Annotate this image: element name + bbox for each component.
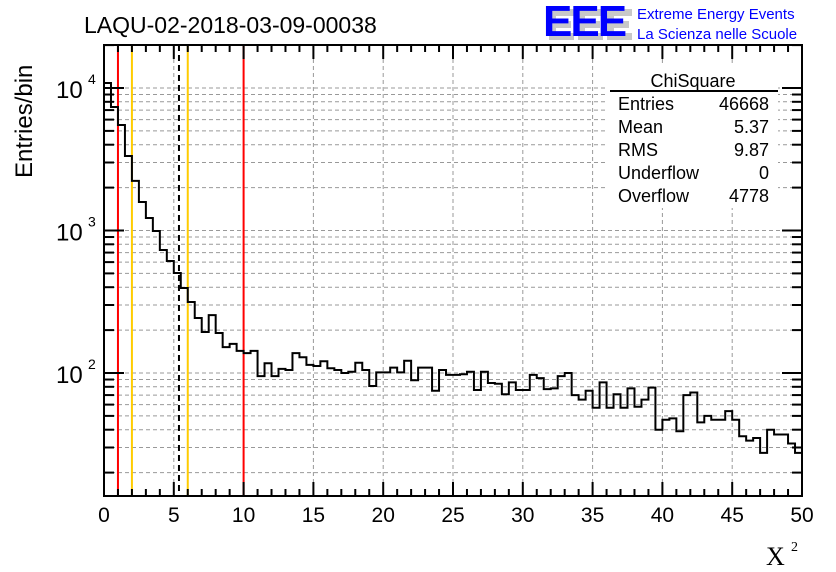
y-tick-base: 10 [56,77,83,104]
x-axis-label-superscript: 2 [791,540,798,555]
marker-lines [116,45,245,496]
y-axis-label: Entries/bin [11,65,38,178]
stats-background [608,66,778,208]
stats-label: Mean [618,117,663,137]
axis-ticks: 0 5 10 15 20 25 30 35 40 45 50 10 2 10 3 10 4 [56,44,814,527]
x-tick-label: 40 [651,504,674,527]
stats-row: RMS 9.87 [618,140,769,160]
plot-frame [103,44,803,497]
logo-shadow-stroke [549,21,571,28]
stats-row: Mean 5.37 [618,117,769,137]
stats-row: Overflow 4778 [618,186,769,206]
x-tick-label: 20 [372,504,395,527]
y-tick-exponent: 3 [88,214,96,230]
logo-shadow-stroke [607,9,632,16]
stats-label: RMS [618,140,658,160]
stats-label: Entries [618,94,674,114]
x-tick-label: 15 [302,504,325,527]
x-tick-label: 50 [790,504,813,527]
logo-shadow [549,9,632,40]
stats-title: ChiSquare [650,71,735,91]
y-tick-base: 10 [56,220,83,247]
logo-shadow-stroke [578,33,603,40]
y-tick-label: 10 4 [56,71,96,104]
stats-label: Overflow [618,186,690,206]
x-axis-label-text: X [766,542,785,571]
logo-shadow-stroke [549,9,574,16]
y-tick-label: 10 3 [56,214,96,247]
logo-shadow-stroke [607,21,629,28]
logo-line-2: La Scienza nelle Scuole [637,26,797,43]
stats-row: Entries 46668 [618,94,769,114]
y-tick-exponent: 4 [88,71,96,87]
stats-box: ChiSquare Entries 46668 Mean 5.37 RMS 9.87 Und… [608,66,778,208]
eee-logo: EEE Extreme Energy Events La Scienza nel… [543,0,797,46]
x-tick-label: 10 [232,504,255,527]
x-axis-label: X 2 [766,540,798,571]
x-tick-label: 25 [441,504,464,527]
stats-value: 0 [759,163,769,183]
x-tick-label: 0 [98,504,110,527]
stats-value: 4778 [729,186,769,206]
y-tick-label: 10 2 [56,356,96,389]
logo-shadow-stroke [578,21,600,28]
stats-value: 9.87 [734,140,769,160]
stats-row: Underflow 0 [618,163,769,183]
histogram-line [103,82,802,496]
x-tick-label: 45 [721,504,744,527]
y-tick-exponent: 2 [88,356,96,372]
logo-shadow-stroke [607,33,632,40]
logo-text: EEE [543,0,626,46]
x-tick-label: 30 [511,504,534,527]
y-tick-base: 10 [56,362,83,389]
stats-value: 5.37 [734,117,769,137]
x-tick-label: 5 [168,504,180,527]
chart-title: LAQU-02-2018-03-09-00038 [84,12,377,38]
x-tick-label: 35 [581,504,604,527]
logo-shadow-stroke [549,33,574,40]
logo-shadow-stroke [578,9,603,16]
logo-line-1: Extreme Energy Events [637,6,795,23]
stats-value: 46668 [719,94,769,114]
stats-label: Underflow [618,163,700,183]
